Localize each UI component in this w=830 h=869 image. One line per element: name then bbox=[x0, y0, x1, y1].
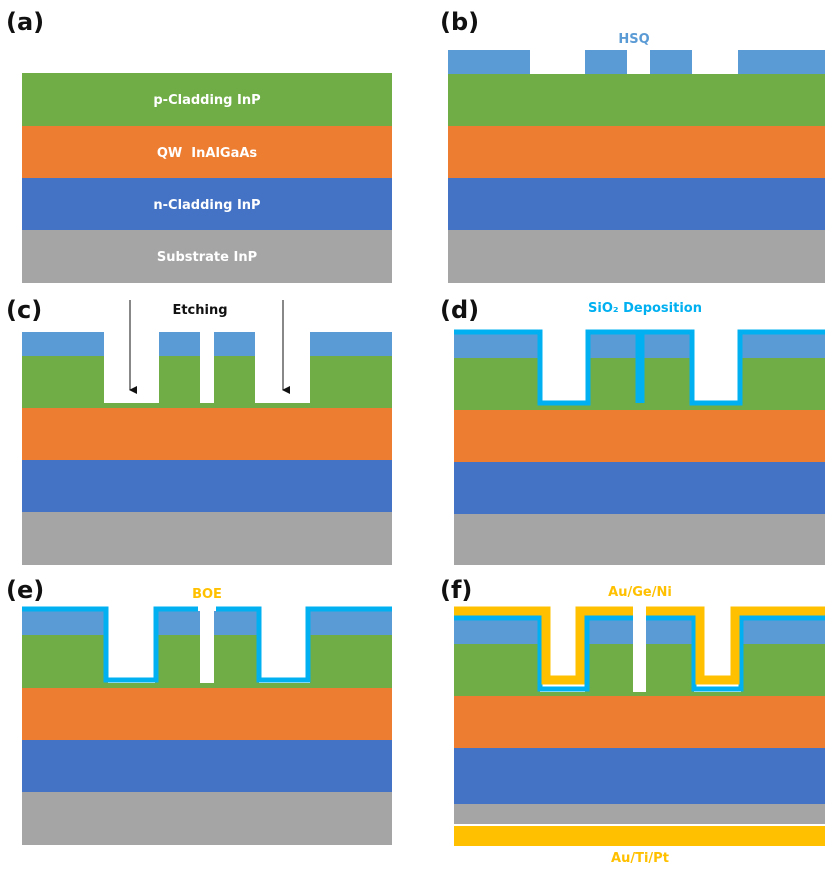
panel-f-label: (f) bbox=[440, 576, 472, 604]
panel-e-label: (e) bbox=[6, 576, 44, 604]
qw-layer bbox=[22, 126, 392, 178]
p-cladding-residual bbox=[22, 683, 392, 688]
hsq-mask-4 bbox=[310, 332, 392, 356]
qw-layer bbox=[22, 688, 392, 740]
hsq-mask-1 bbox=[454, 334, 540, 358]
ridge-1 bbox=[454, 644, 540, 696]
hsq-mask-2 bbox=[590, 334, 638, 358]
panel-d: (d) SiO₂ Deposition bbox=[440, 296, 825, 565]
hsq-mask-2 bbox=[155, 611, 200, 635]
au-ge-ni-metal-left bbox=[454, 606, 633, 685]
au-ti-pt-annotation: Au/Ti/Pt bbox=[611, 851, 669, 866]
hsq-mask-1 bbox=[448, 50, 530, 74]
n-cladding-layer bbox=[454, 748, 825, 804]
panel-c-label: (c) bbox=[6, 296, 42, 324]
ridge-1 bbox=[22, 635, 108, 688]
hsq-mask-4 bbox=[741, 620, 825, 644]
hsq-mask-2 bbox=[585, 50, 627, 74]
hsq-mask-1 bbox=[454, 620, 540, 644]
hsq-mask-3 bbox=[650, 50, 692, 74]
n-cladding-layer bbox=[22, 460, 392, 512]
sio2-coating-left bbox=[22, 606, 198, 683]
p-cladding-label: p-Cladding InP bbox=[153, 93, 260, 108]
qw-layer bbox=[454, 410, 825, 462]
n-cladding-layer bbox=[22, 178, 392, 230]
ridge-4 bbox=[741, 644, 825, 696]
substrate-label: Substrate InP bbox=[157, 250, 257, 265]
n-cladding-layer bbox=[448, 178, 825, 230]
hsq-mask-3 bbox=[646, 620, 694, 644]
ridge-3 bbox=[214, 635, 259, 683]
au-ti-pt-back-metal bbox=[454, 826, 825, 846]
hsq-mask-4 bbox=[310, 611, 392, 635]
au-ge-ni-metal-right bbox=[646, 606, 825, 685]
p-cladding-residual bbox=[454, 403, 825, 410]
qw-layer bbox=[448, 126, 825, 178]
hsq-mask-4 bbox=[738, 334, 825, 358]
p-cladding-layer bbox=[22, 73, 392, 126]
hsq-mask-1 bbox=[22, 611, 108, 635]
au-ge-ni-annotation: Au/Ge/Ni bbox=[608, 585, 672, 600]
boe-annotation: BOE bbox=[192, 587, 222, 602]
p-cladding-residual bbox=[454, 692, 825, 696]
sio2-coating-left bbox=[454, 615, 633, 692]
panel-a: (a) p-Cladding InP QW InAlGaAs n-Claddin… bbox=[6, 8, 392, 283]
hsq-mask-2 bbox=[159, 332, 200, 356]
ridge-2 bbox=[585, 644, 633, 692]
hsq-mask-3 bbox=[642, 334, 690, 358]
substrate-layer bbox=[22, 792, 392, 845]
panel-a-label: (a) bbox=[6, 8, 44, 36]
qw-layer bbox=[454, 696, 825, 748]
panel-d-label: (d) bbox=[440, 296, 479, 324]
ridge-3 bbox=[642, 358, 690, 405]
etching-annotation: Etching bbox=[172, 303, 227, 318]
sio2-coating-left bbox=[454, 329, 641, 406]
qw-layer bbox=[22, 408, 392, 460]
ridge-3 bbox=[214, 356, 255, 403]
sio2-annotation: SiO₂ Deposition bbox=[588, 301, 702, 316]
hsq-mask-2 bbox=[585, 620, 633, 644]
ridge-4 bbox=[310, 635, 392, 688]
panel-b-label: (b) bbox=[440, 8, 479, 36]
panel-c: (c) Etching bbox=[6, 296, 392, 565]
substrate-layer bbox=[454, 514, 825, 565]
ridge-4 bbox=[310, 356, 392, 408]
substrate-layer bbox=[22, 512, 392, 565]
ridge-2 bbox=[155, 635, 200, 683]
sio2-coating-right bbox=[646, 615, 825, 692]
ridge-1 bbox=[454, 358, 540, 410]
ridge-2 bbox=[159, 356, 200, 403]
p-cladding-layer bbox=[448, 74, 825, 126]
sio2-coating-right bbox=[216, 606, 392, 683]
panel-b: (b) HSQ bbox=[440, 8, 825, 283]
p-cladding-residual bbox=[22, 403, 392, 408]
substrate-layer bbox=[454, 804, 825, 824]
n-cladding-layer bbox=[22, 740, 392, 792]
ridge-2 bbox=[590, 358, 638, 405]
substrate-layer bbox=[22, 230, 392, 283]
hsq-mask-1 bbox=[22, 332, 104, 356]
n-cladding-label: n-Cladding InP bbox=[153, 198, 260, 213]
hsq-mask-3 bbox=[214, 611, 259, 635]
ridge-3 bbox=[646, 644, 694, 692]
hsq-annotation: HSQ bbox=[618, 32, 649, 47]
sio2-coating-right bbox=[639, 329, 825, 406]
panel-e: (e) BOE bbox=[6, 576, 392, 845]
n-cladding-layer bbox=[454, 462, 825, 514]
qw-label: QW InAlGaAs bbox=[157, 146, 258, 161]
hsq-mask-4 bbox=[738, 50, 825, 74]
substrate-layer bbox=[448, 230, 825, 283]
ridge-4 bbox=[738, 358, 825, 410]
hsq-mask-3 bbox=[214, 332, 255, 356]
panel-f: (f) Au/Ge/Ni Au/Ti/Pt bbox=[440, 576, 825, 866]
ridge-1 bbox=[22, 356, 104, 408]
